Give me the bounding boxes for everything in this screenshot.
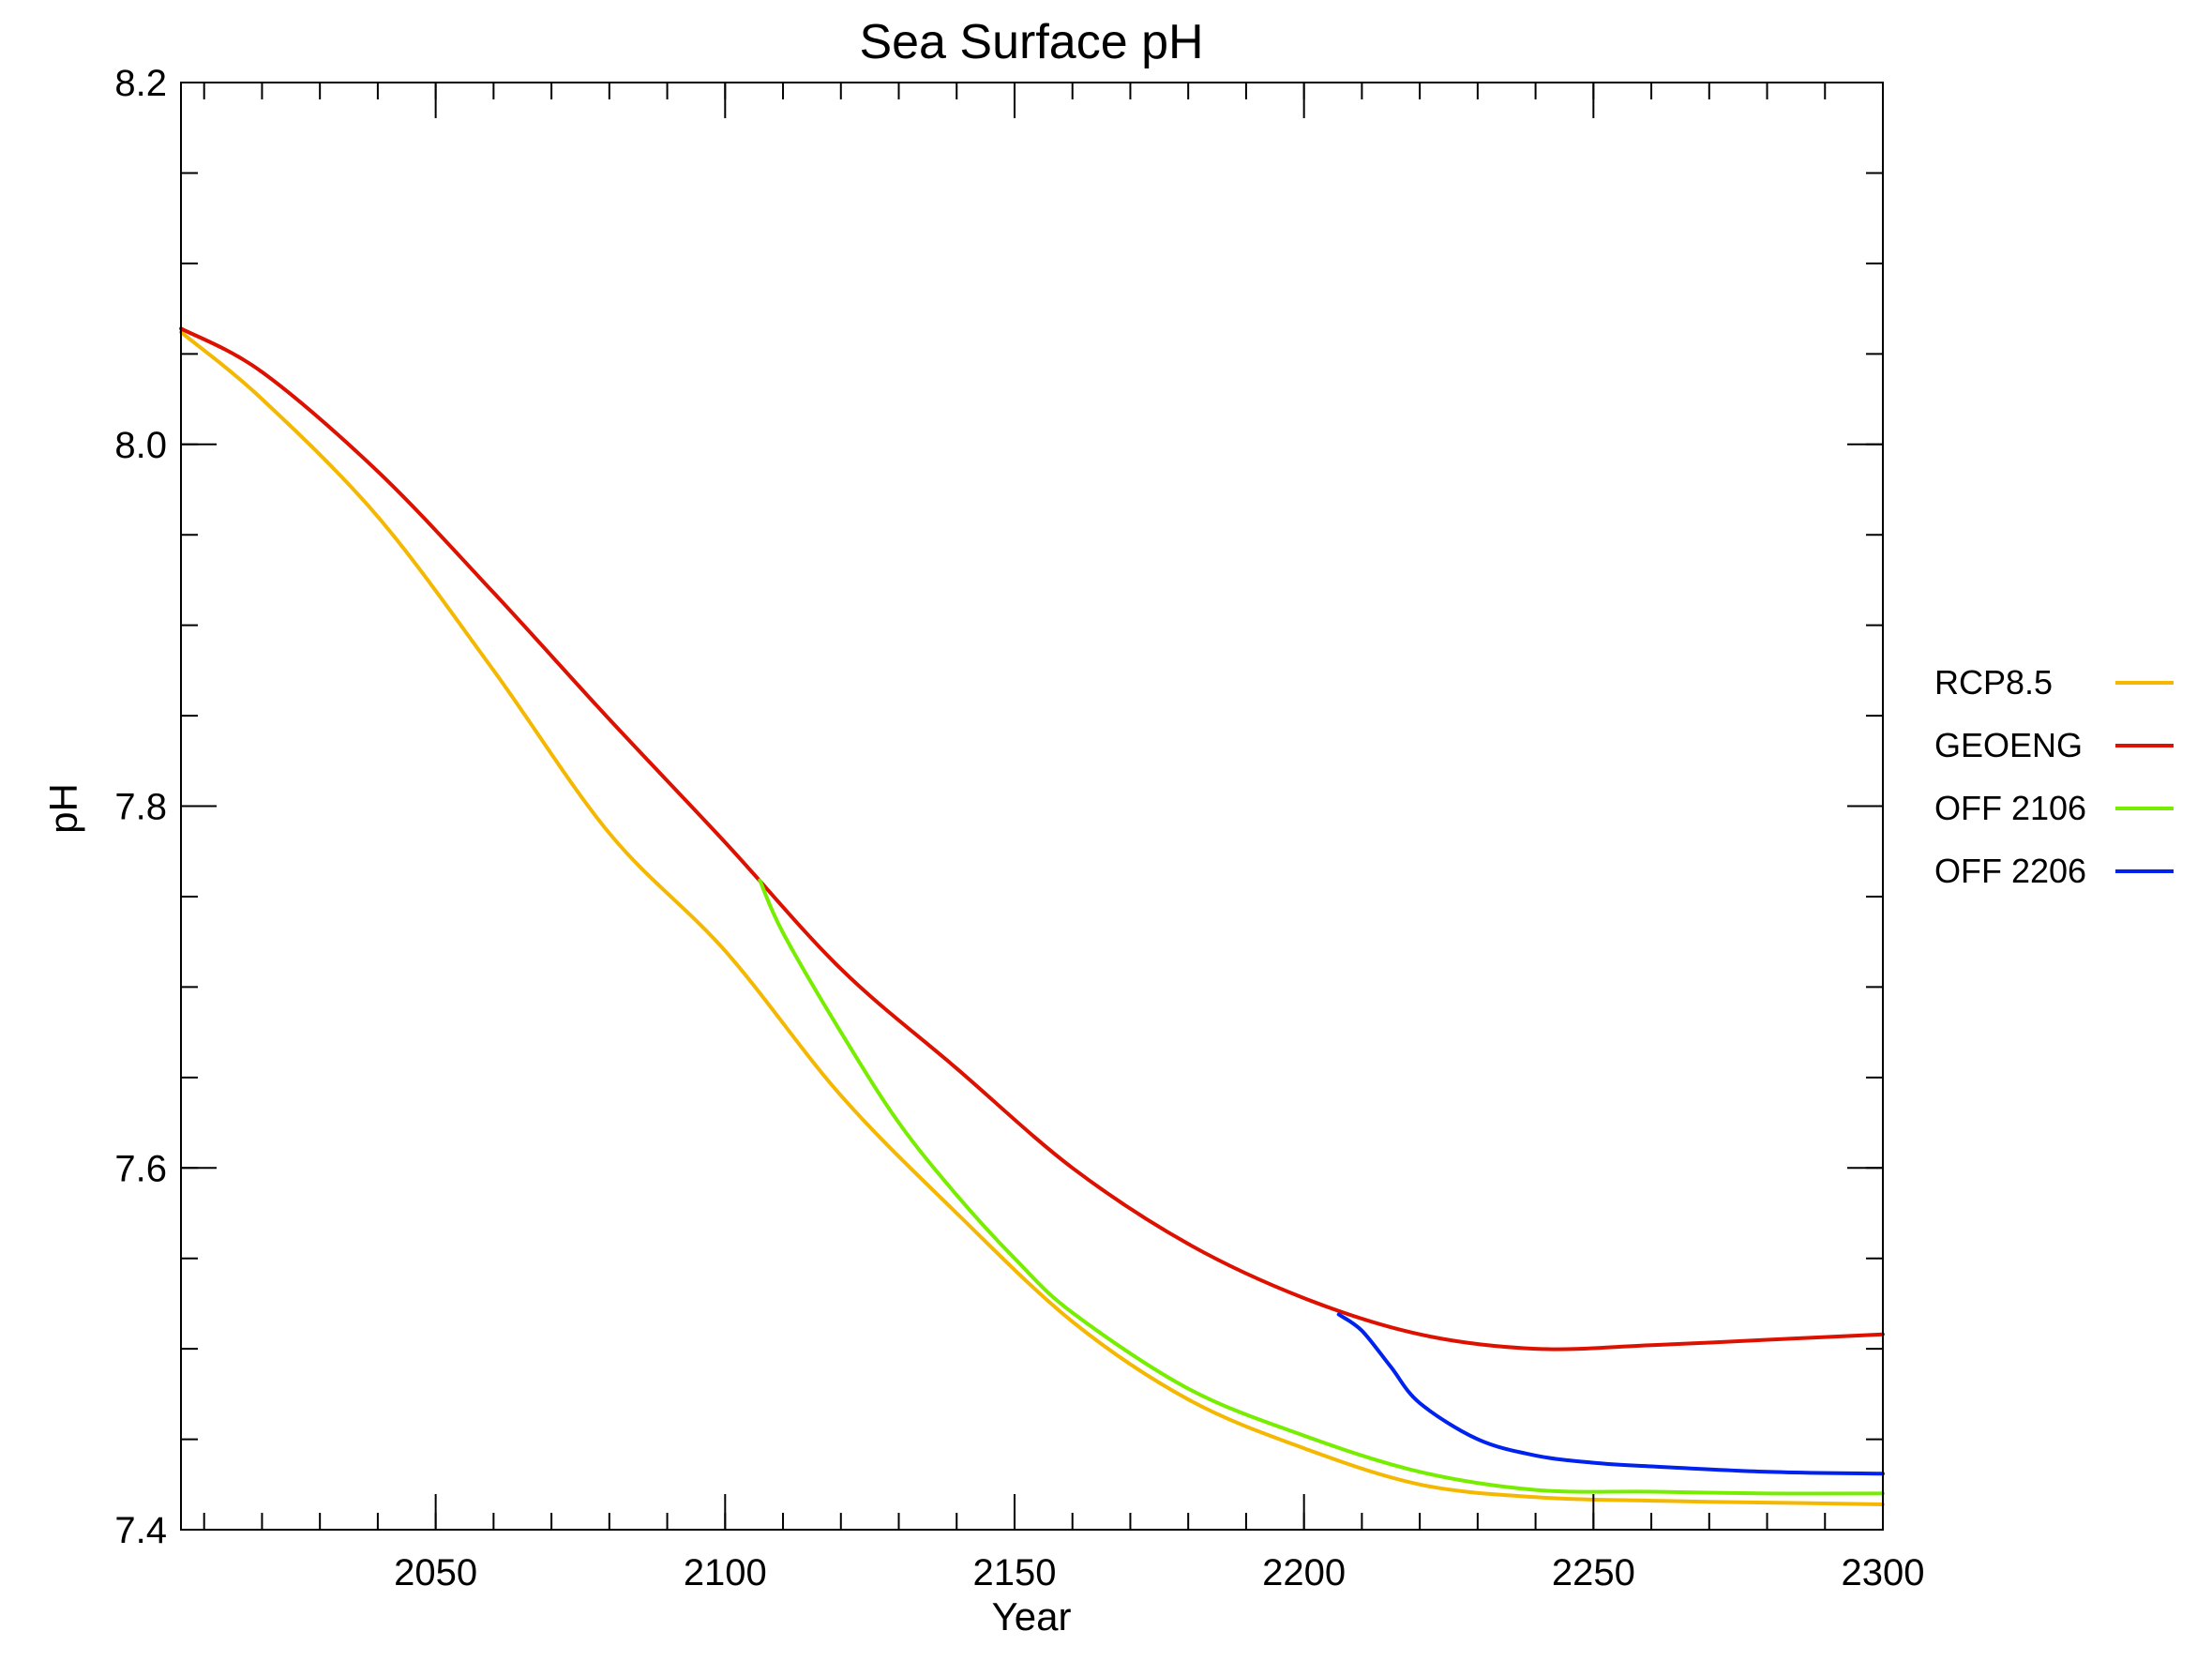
plot-frame (180, 82, 1884, 1531)
y-tick-label: 8.0 (114, 425, 167, 466)
x-tick-label: 2150 (972, 1552, 1056, 1593)
legend-label: GEOENG (1934, 726, 2083, 764)
y-axis-label: pH (41, 783, 85, 834)
x-axis-label: Year (992, 1594, 1072, 1638)
series-line-1 (179, 326, 1885, 1351)
series-layer (179, 326, 1885, 1506)
axis-ticks: 2050 2100 2150 2200 2250 2300 7.4 7.6 7.8 8.0 8.2 (114, 63, 1924, 1593)
series-line-3 (1336, 1312, 1885, 1476)
series-line-2 (758, 878, 1885, 1496)
x-tick-label: 2250 (1552, 1552, 1635, 1593)
legend-label: RCP8.5 (1934, 663, 2053, 702)
x-tick-label: 2300 (1842, 1552, 1925, 1593)
legend: RCP8.5 GEOENG OFF 2106 OFF 2206 (1934, 663, 2174, 890)
x-tick-label: 2200 (1262, 1552, 1346, 1593)
x-tick-label: 2050 (394, 1552, 477, 1593)
x-tick-label: 2100 (684, 1552, 767, 1593)
y-tick-label: 7.8 (114, 787, 167, 828)
series-line-0 (179, 330, 1885, 1506)
y-tick-label: 7.6 (114, 1148, 167, 1189)
legend-label: OFF 2206 (1934, 852, 2086, 890)
legend-label: OFF 2106 (1934, 789, 2086, 827)
chart-title: Sea Surface pH (859, 15, 1203, 69)
y-tick-label: 7.4 (114, 1510, 167, 1551)
y-tick-label: 8.2 (114, 63, 167, 104)
